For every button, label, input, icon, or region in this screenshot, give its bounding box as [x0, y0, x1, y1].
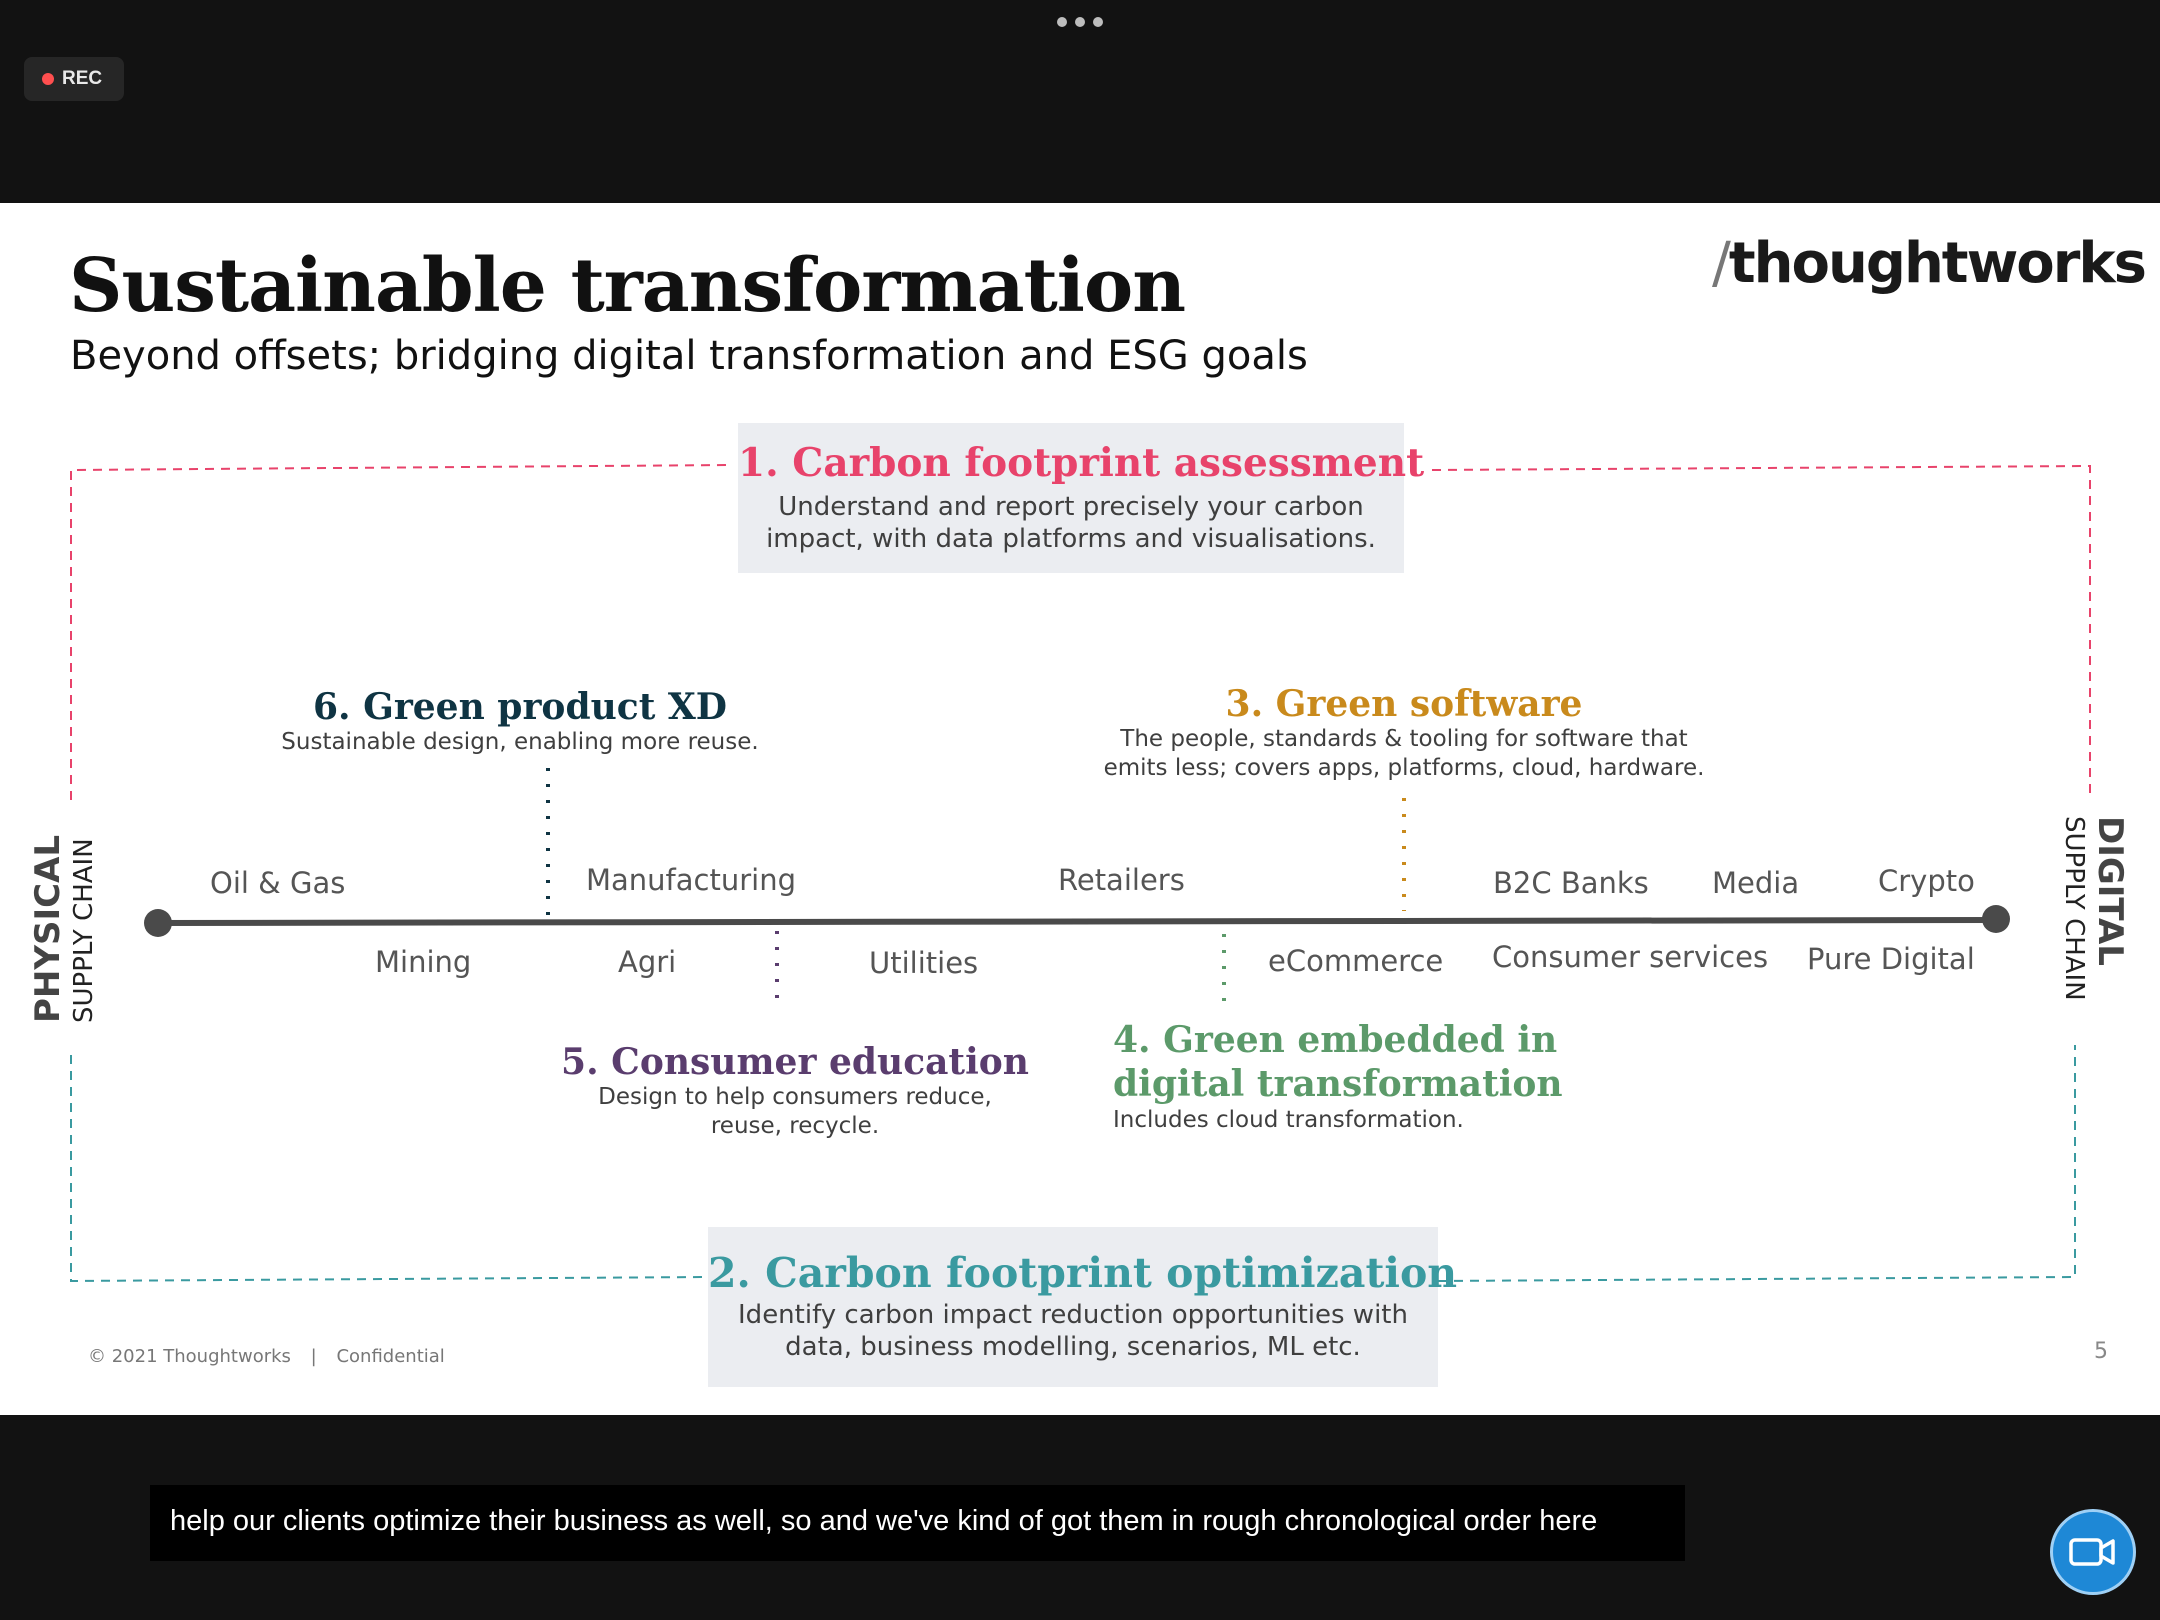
digital-label: DIGITAL	[2090, 816, 2130, 966]
industry-label-ecommerce: eCommerce	[1268, 944, 1444, 978]
physical-label: PHYSICAL	[28, 834, 68, 1023]
industry-label-utilities: Utilities	[869, 946, 979, 980]
recording-dot-icon	[42, 73, 54, 85]
industry-label-consumer-services: Consumer services	[1492, 940, 1769, 974]
green-software-title: 3. Green software	[1225, 683, 1583, 725]
industry-label-oil-gas: Oil & Gas	[210, 866, 346, 900]
logo-slash: /	[1712, 231, 1731, 296]
carbon-optimization-box: 2. Carbon footprint optimization Identif…	[708, 1227, 1458, 1387]
logo-text: thoughtworks	[1728, 231, 2147, 296]
carbon-assessment-title: 1. Carbon footprint assessment	[738, 440, 1425, 486]
green-software-text-1: The people, standards & tooling for soft…	[1120, 726, 1688, 752]
carbon-optimization-text-1: Identify carbon impact reduction opportu…	[738, 1300, 1408, 1330]
carbon-assessment-text-2: impact, with data platforms and visualis…	[766, 524, 1376, 554]
green-product-xd-text: Sustainable design, enabling more reuse.	[281, 729, 759, 755]
green-embedded-text: Includes cloud transformation.	[1113, 1107, 1464, 1133]
carbon-assessment-text-1: Understand and report precisely your car…	[778, 492, 1364, 522]
digital-supply-chain-label: DIGITAL SUPPLY CHAIN	[2058, 816, 2130, 1001]
green-embedded-title-2: digital transformation	[1113, 1063, 1563, 1105]
more-options-icon[interactable]	[1057, 17, 1105, 33]
industry-label-manufacturing: Manufacturing	[586, 863, 796, 897]
consumer-education-text-2: reuse, recycle.	[710, 1113, 880, 1139]
consumer-education-text-1: Design to help consumers reduce,	[598, 1084, 992, 1110]
slide-diagram-lines	[70, 464, 2091, 1283]
carbon-optimization-title: 2. Carbon footprint optimization	[708, 1249, 1458, 1297]
industry-label-agri: Agri	[618, 945, 677, 979]
footer-separator: |	[310, 1346, 317, 1367]
slide-subtitle: Beyond offsets; bridging digital transfo…	[70, 333, 1308, 379]
footer-confidential: Confidential	[336, 1346, 445, 1367]
industry-label-retailers: Retailers	[1058, 863, 1185, 897]
recording-indicator: REC	[24, 57, 124, 101]
green-software-text-2: emits less; covers apps, platforms, clou…	[1103, 755, 1705, 781]
industry-label-media: Media	[1712, 866, 1800, 900]
caption-text: help our clients optimize their business…	[170, 1505, 1598, 1537]
video-camera-icon	[2069, 1538, 2115, 1566]
caption-bar	[150, 1485, 1685, 1561]
industry-label-mining: Mining	[375, 945, 472, 979]
thoughtworks-logo: /thoughtworks	[1712, 231, 2147, 296]
physical-supply-chain-label: PHYSICAL SUPPLY CHAIN	[28, 835, 100, 1023]
slide-page-number: 5	[2094, 1339, 2108, 1364]
video-camera-button[interactable]	[2050, 1509, 2136, 1595]
slide-title: Sustainable transformation	[69, 243, 1186, 329]
industry-label-pure-digital: Pure Digital	[1807, 942, 1975, 976]
green-embedded-title-1: 4. Green embedded in	[1113, 1019, 1558, 1061]
rec-label: REC	[62, 68, 103, 89]
footer-copyright: © 2021 Thoughtworks	[88, 1346, 291, 1367]
industry-label-crypto: Crypto	[1878, 864, 1975, 898]
physical-sub-label: SUPPLY CHAIN	[69, 838, 99, 1023]
slide-footer: © 2021 Thoughtworks | Confidential	[88, 1346, 445, 1367]
consumer-education-title: 5. Consumer education	[561, 1041, 1029, 1083]
green-product-xd-title: 6. Green product XD	[312, 686, 728, 728]
carbon-assessment-box: 1. Carbon footprint assessment Understan…	[738, 423, 1425, 573]
carbon-optimization-text-2: data, business modelling, scenarios, ML …	[785, 1332, 1361, 1362]
industry-label-b2c-banks: B2C Banks	[1493, 866, 1649, 900]
presentation-slide: Sustainable transformation Beyond offset…	[0, 203, 2160, 1415]
digital-sub-label: SUPPLY CHAIN	[2059, 816, 2089, 1001]
